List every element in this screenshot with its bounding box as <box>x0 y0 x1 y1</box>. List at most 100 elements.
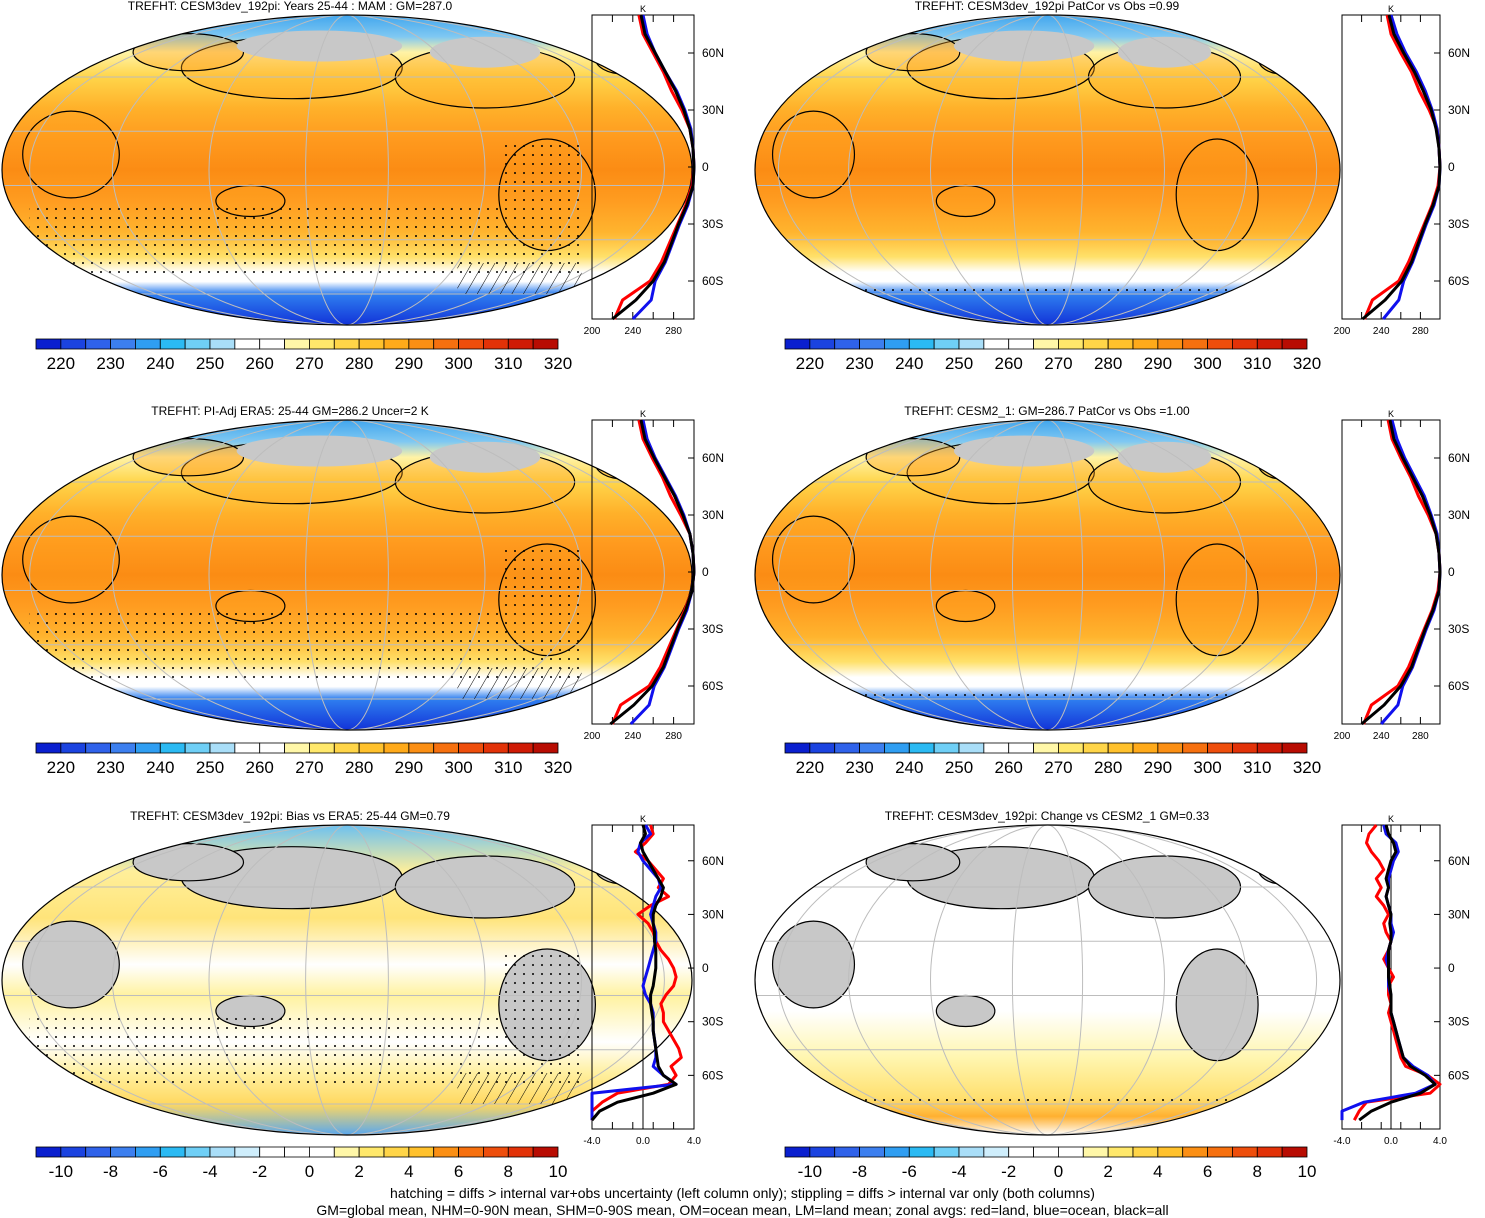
colorbar-box <box>834 1146 860 1158</box>
colorbar-label: 320 <box>544 354 572 373</box>
colorbar-label: -8 <box>852 1162 867 1181</box>
land-siberia <box>953 30 1095 62</box>
longitude-line <box>208 15 486 325</box>
zonal-xtick-label: -4.0 <box>583 1136 601 1147</box>
colorbar-box <box>958 742 985 754</box>
colorbar-label: 230 <box>96 758 124 777</box>
continent-outline <box>22 110 120 199</box>
zonal-unit: K <box>640 409 646 419</box>
colorbar-box <box>809 742 836 754</box>
zonal-unit: K <box>1388 814 1394 824</box>
colorbar-box <box>85 1146 111 1158</box>
colorbar-box <box>532 338 559 350</box>
zonal-ytick-label: 30N <box>1448 103 1470 117</box>
colorbar-box <box>908 742 935 754</box>
colorbar-box <box>209 338 236 350</box>
zonal-ytick-label: 30S <box>1448 622 1469 636</box>
zonal-frame <box>1341 419 1441 725</box>
colorbar-label: -2 <box>252 1162 267 1181</box>
continent-outline <box>132 32 245 72</box>
longitude-line <box>1011 15 1084 325</box>
zonal-ytick-label: 0 <box>702 160 709 174</box>
continent-outline <box>132 438 245 477</box>
zonal-ytick-label: 30S <box>702 1015 723 1029</box>
zonal-ytick-label: 30S <box>702 622 723 636</box>
colorbar-box <box>333 742 360 754</box>
colorbar-box <box>834 742 860 754</box>
colorbar-box <box>408 742 435 754</box>
colorbar-label: 270 <box>1044 354 1072 373</box>
colorbar-box <box>859 742 885 754</box>
zonal-ytick-label: 60S <box>1448 679 1469 693</box>
continent-outline <box>1257 42 1306 75</box>
colorbar-label: 240 <box>146 758 174 777</box>
colorbar-box <box>1256 1146 1283 1158</box>
colorbar-label: 300 <box>1193 354 1221 373</box>
zonal-ytick-label: 60N <box>1448 451 1470 465</box>
zonal-ytick-label: 60S <box>702 679 723 693</box>
colorbar-label: 280 <box>1094 758 1122 777</box>
colorbar-box <box>159 338 186 350</box>
colorbar-box <box>1281 1146 1308 1158</box>
colorbar-box <box>1008 742 1034 754</box>
panel-5: TREFHT: CESM3dev_192pi: Bias vs ERA5: 25… <box>1 809 724 1181</box>
continent-outline <box>1257 447 1306 480</box>
continent-outline <box>935 994 996 1028</box>
colorbar-box <box>1232 742 1258 754</box>
colorbar-label: 0 <box>1054 1162 1063 1181</box>
panel-title: TREFHT: CESM3dev_192pi: Years 25-44 : MA… <box>128 0 453 13</box>
colorbar-box <box>933 742 960 754</box>
zonal-ytick-label: 60N <box>1448 46 1470 60</box>
longitude-line <box>29 825 665 1135</box>
colorbar-label: 0 <box>305 1162 314 1181</box>
longitude-line <box>848 420 1247 730</box>
colorbar-label: 320 <box>1293 758 1321 777</box>
zonal-ytick-label: 60S <box>1448 1068 1469 1082</box>
land-siberia <box>953 435 1095 467</box>
zonal-plot: K 200 240 280 60N 30N 0 30S 60S <box>1334 409 1470 742</box>
panel-title: TREFHT: PI-Adj ERA5: 25-44 GM=286.2 Unce… <box>151 404 428 418</box>
zonal-ytick-label: 30N <box>702 907 724 921</box>
colorbar-label: 280 <box>1094 354 1122 373</box>
colorbar-box <box>1182 742 1208 754</box>
colorbar-box <box>1107 338 1134 350</box>
colorbar-box <box>35 1146 62 1158</box>
zonal-xtick-label: 280 <box>665 731 682 742</box>
colorbar-box <box>834 338 860 350</box>
colorbar-label: 260 <box>246 758 274 777</box>
colorbar-box <box>884 742 910 754</box>
colorbar-box <box>532 1146 559 1158</box>
zonal-ytick-label: 0 <box>1448 160 1455 174</box>
colorbar-box <box>1107 742 1134 754</box>
zonal-ytick-label: 0 <box>702 961 709 975</box>
zonal-ytick-label: 30N <box>1448 907 1470 921</box>
footnote-hatching: hatching = diffs > internal var+obs unce… <box>390 1185 1095 1201</box>
colorbar-label: 320 <box>544 758 572 777</box>
continent-outline <box>22 515 120 604</box>
panel-title: TREFHT: CESM2_1: GM=286.7 PatCor vs Obs … <box>904 404 1190 418</box>
zonal-series-land <box>1363 14 1442 320</box>
zonal-frame <box>1341 14 1441 320</box>
colorbar-box <box>458 338 484 350</box>
continent-outline <box>1257 852 1306 885</box>
zonal-xtick-label: 240 <box>1373 326 1390 337</box>
map-border <box>754 14 1341 326</box>
zonal-ytick-label: 60N <box>702 451 724 465</box>
zonal-plot: K 200 240 280 60N 30N 0 30S 60S <box>584 409 724 742</box>
colorbar-label: 280 <box>345 758 373 777</box>
zonal-xtick-label: 4.0 <box>1433 1136 1447 1147</box>
colorbar-box <box>1281 742 1308 754</box>
zonal-series-all <box>1358 824 1437 1122</box>
colorbar-label: 320 <box>1293 354 1321 373</box>
continent-outline <box>594 447 652 480</box>
colorbar-box <box>383 1146 410 1158</box>
colorbar-box <box>1008 1146 1034 1158</box>
colorbar-box <box>1157 1146 1184 1158</box>
colorbar-box <box>284 338 310 350</box>
colorbar-box <box>908 1146 935 1158</box>
continent-outline <box>132 843 245 882</box>
hatching <box>457 263 582 294</box>
zonal-ytick-label: 0 <box>1448 961 1455 975</box>
zonal-ytick-label: 30N <box>1448 508 1470 522</box>
